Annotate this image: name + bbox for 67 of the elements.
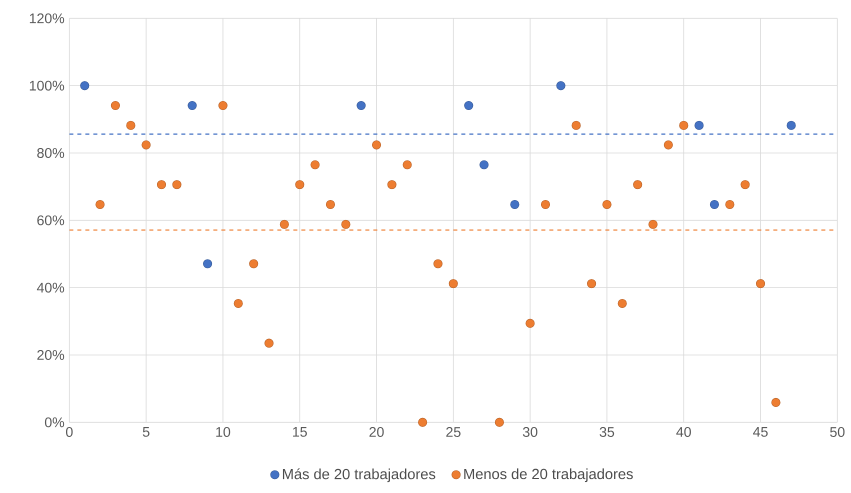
x-tick-label: 35: [600, 427, 614, 437]
point: [494, 418, 504, 427]
point: [218, 100, 228, 110]
point: [326, 200, 335, 210]
point: [464, 100, 474, 110]
point: [648, 220, 658, 229]
point: [280, 220, 289, 229]
point: [526, 318, 535, 328]
point: [710, 200, 719, 210]
point: [572, 120, 581, 130]
y-tick-label: 100%: [30, 80, 64, 91]
x-tick-label: 30: [522, 427, 538, 437]
legend-label: Más de 20 trabajadores: [282, 468, 436, 482]
x-tick-label: 20: [369, 427, 384, 437]
x-tick-label: 0: [66, 427, 73, 437]
point: [740, 180, 750, 190]
point: [664, 140, 673, 150]
point: [633, 180, 642, 190]
point: [480, 160, 489, 170]
point: [372, 140, 382, 150]
point: [110, 100, 120, 110]
point: [126, 120, 136, 130]
point: [156, 180, 166, 190]
point: [249, 259, 258, 268]
point: [142, 140, 151, 150]
point: [786, 120, 796, 130]
x-tick-label: 25: [446, 427, 461, 437]
x-tick-label: 15: [293, 427, 307, 437]
point: [203, 259, 212, 268]
point: [756, 279, 766, 288]
y-tick-label: 20%: [37, 350, 64, 360]
y-tick-label: 80%: [37, 148, 64, 158]
point: [172, 180, 182, 190]
point: [448, 279, 458, 288]
point: [418, 418, 428, 427]
x-tick-label: 40: [676, 427, 691, 437]
point: [310, 160, 320, 170]
point: [510, 200, 520, 210]
y-tick-label: 0%: [44, 417, 64, 428]
point: [433, 259, 443, 268]
point: [587, 279, 596, 288]
x-tick-label: 10: [216, 427, 230, 437]
point: [96, 200, 105, 210]
x-tick-label: 45: [753, 427, 768, 437]
point: [602, 200, 612, 210]
point: [771, 398, 780, 407]
point: [402, 160, 412, 170]
y-tick-label: 40%: [36, 282, 64, 293]
y-tick-label: 60%: [37, 215, 64, 226]
point: [295, 180, 304, 190]
legend-label: Menos de 20 trabajadores: [464, 468, 633, 482]
point: [694, 120, 704, 130]
point: [341, 220, 350, 229]
point: [679, 120, 688, 130]
point: [556, 81, 566, 90]
point: [356, 100, 366, 110]
point: [188, 100, 197, 110]
point: [618, 298, 627, 308]
point: [80, 81, 90, 90]
x-tick-label: 50: [830, 427, 845, 437]
point: [387, 180, 396, 190]
y-tick-label: 120%: [30, 13, 64, 24]
point: [540, 200, 550, 210]
point: [725, 200, 734, 210]
point: [234, 298, 243, 308]
x-tick-label: 5: [142, 427, 150, 437]
point: [264, 338, 274, 348]
